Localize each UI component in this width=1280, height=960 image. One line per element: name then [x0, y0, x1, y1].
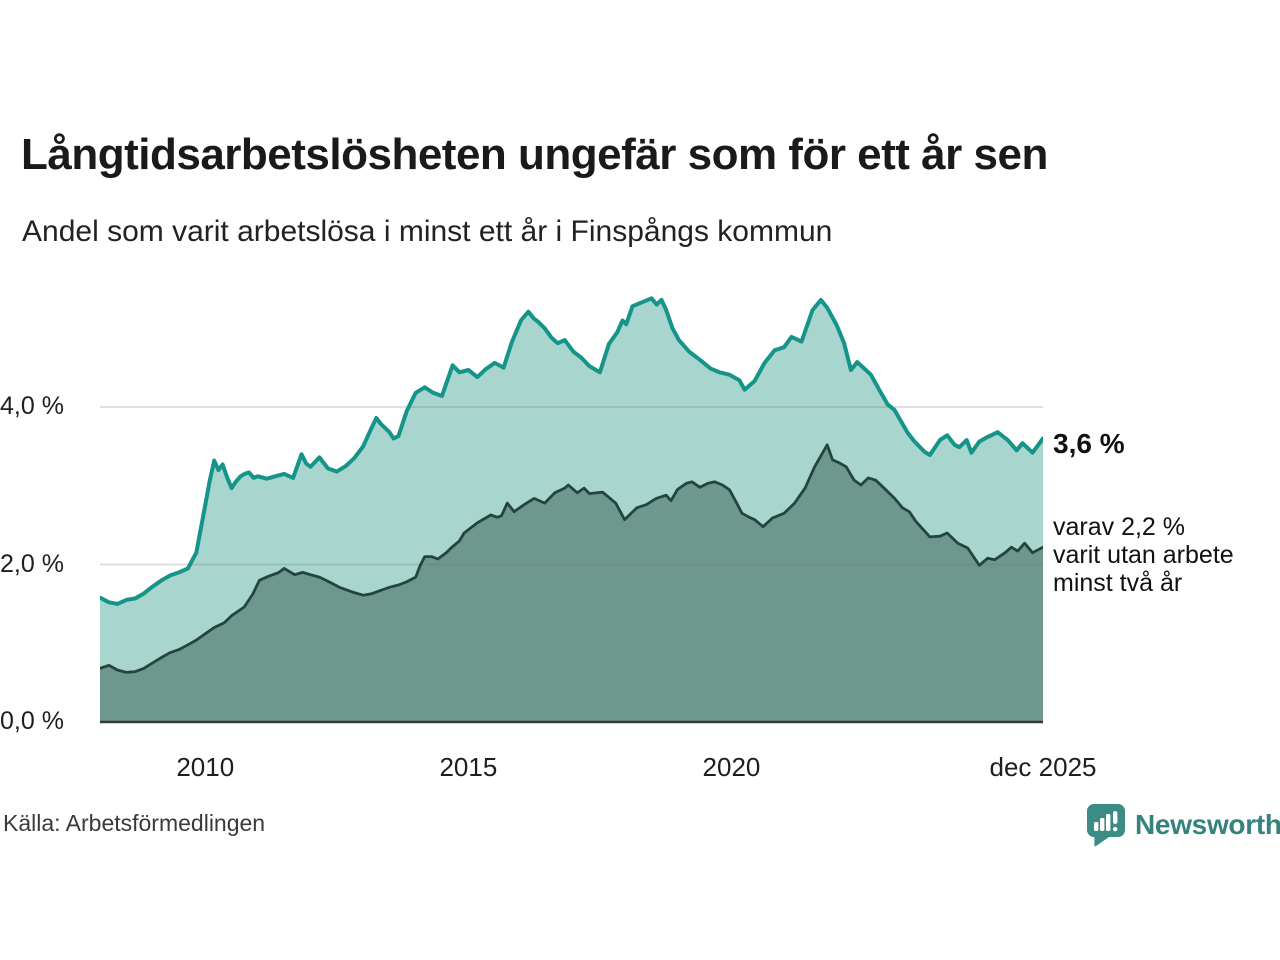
area-chart — [98, 289, 1045, 725]
secondary-annotation-line: varit utan arbete — [1053, 541, 1234, 569]
latest-value-annotation: 3,6 % — [1053, 428, 1125, 459]
secondary-annotation-line: varav 2,2 % — [1053, 513, 1186, 541]
newsworthy-wordmark: Newsworthy — [1135, 809, 1280, 840]
y-tick-label: 4,0 % — [0, 392, 64, 420]
x-tick-label: dec 2025 — [989, 752, 1097, 782]
chart-svg — [98, 296, 1045, 724]
y-tick-label: 0,0 % — [0, 707, 64, 735]
x-tick-label: 2010 — [176, 752, 235, 782]
page-subtitle: Andel som varit arbetslösa i minst ett å… — [22, 215, 833, 248]
x-tick-label: 2020 — [702, 752, 761, 782]
page-title: Långtidsarbetslösheten ungefär som för e… — [21, 130, 1048, 179]
source-caption: Källa: Arbetsförmedlingen — [3, 810, 266, 836]
y-tick-label: 2,0 % — [0, 549, 64, 578]
secondary-annotation: varav 2,2 % varit utan arbete minst två … — [1053, 513, 1234, 597]
x-tick-label: 2015 — [439, 752, 498, 782]
secondary-annotation-line: minst två år — [1053, 569, 1183, 597]
newsworthy-bubble-chart-icon — [1086, 803, 1126, 847]
newsworthy-logo: Newsworthy — [1086, 803, 1280, 847]
